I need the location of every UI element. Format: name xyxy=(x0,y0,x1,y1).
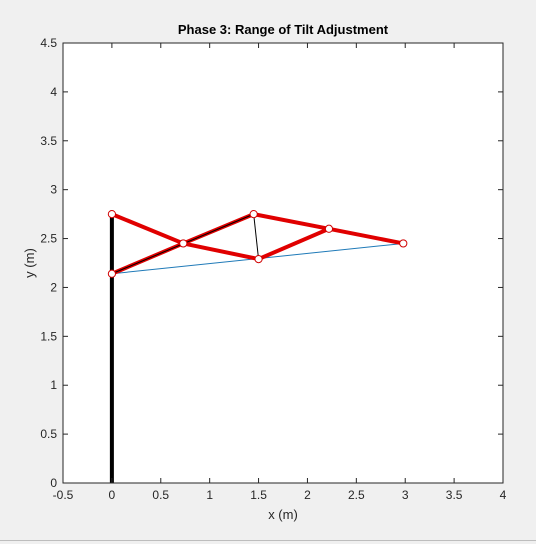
axes-box xyxy=(62,42,504,484)
y-tick-label: 4 xyxy=(50,85,57,99)
y-axis-label: y (m) xyxy=(22,248,37,278)
y-tick-label: 2.5 xyxy=(40,232,57,246)
y-tick-label: 1 xyxy=(50,378,57,392)
truss-member-5 xyxy=(257,226,330,261)
x-tick-label: 1 xyxy=(206,488,213,502)
x-tick-label: 2 xyxy=(304,488,311,502)
x-tick-label: 3 xyxy=(402,488,409,502)
y-tick-label: 3.5 xyxy=(40,134,57,148)
y-tick-label: 1.5 xyxy=(40,329,57,343)
plot-layer xyxy=(107,210,408,483)
x-tick-label: -0.5 xyxy=(53,488,74,502)
y-tick-label: 0 xyxy=(50,476,57,490)
joint-marker-6 xyxy=(399,239,408,248)
x-tick-label: 3.5 xyxy=(446,488,463,502)
truss-member-0 xyxy=(111,212,185,246)
x-tick-label: 2.5 xyxy=(348,488,365,502)
figure-bottom-divider xyxy=(0,540,536,541)
x-tick-label: 4 xyxy=(500,488,507,502)
joint-marker-5 xyxy=(324,224,334,233)
y-tick-label: 3 xyxy=(50,183,57,197)
y-tick-label: 2 xyxy=(50,280,57,294)
truss-member-3 xyxy=(182,241,259,262)
joint-marker-2 xyxy=(179,239,188,248)
joint-marker-4 xyxy=(254,254,263,264)
joint-marker-1 xyxy=(107,269,116,278)
chart-title: Phase 3: Range of Tilt Adjustment xyxy=(178,22,389,37)
joint-marker-3 xyxy=(249,210,258,219)
x-tick-label: 0 xyxy=(109,488,116,502)
truss-member-6 xyxy=(328,226,404,246)
x-tick-label: 0.5 xyxy=(152,488,169,502)
y-tick-label: 0.5 xyxy=(40,427,57,441)
joint-marker-0 xyxy=(107,210,116,219)
thin-link-0 xyxy=(253,214,260,260)
ticks-layer: -0.5 0 0.5 1 1.5 2 2.5 3 3.5 400.511.522.533.544.… xyxy=(40,36,506,502)
truss-member-4 xyxy=(253,212,330,231)
axes-background xyxy=(63,43,503,483)
x-tick-label: 1.5 xyxy=(250,488,267,502)
x-axis-label: x (m) xyxy=(268,507,298,522)
y-tick-label: 4.5 xyxy=(40,36,57,50)
